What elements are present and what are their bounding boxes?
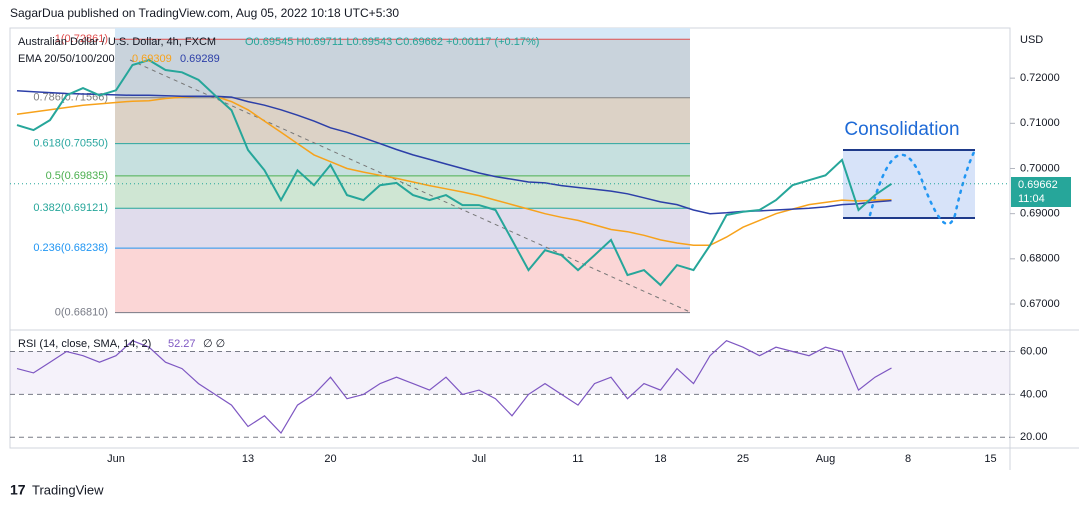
x-tick-label: Jun	[107, 453, 125, 465]
ema-value: 0.69309	[132, 53, 172, 65]
legend: Australian Dollar / U.S. Dollar, 4h, FXC…	[18, 36, 539, 350]
forecast-path	[868, 148, 977, 226]
fib-zone	[115, 143, 690, 176]
ema-label: EMA 20/50/100/200	[18, 53, 115, 65]
y-tick-label: 0.71000	[1020, 117, 1060, 129]
price-tag	[1011, 177, 1071, 207]
trend-line	[129, 59, 691, 313]
published-line: SagarDua published on TradingView.com, A…	[10, 6, 399, 20]
plot: 0.72000 0.71000 0.70000 0.69000 0.68000 0.670…	[10, 59, 1060, 465]
rsi-title: RSI (14, close, SMA, 14, 2)	[18, 338, 151, 350]
fib-top-zone	[115, 28, 690, 40]
consolidation-box	[843, 150, 975, 218]
y-tick-label: 0.68000	[1020, 253, 1060, 265]
fib-label: 1(0.72861)	[55, 33, 108, 45]
y-tick-label: 20.00	[1020, 431, 1048, 443]
fib-zone	[115, 97, 690, 144]
y-tick-label: 0.70000	[1020, 162, 1060, 174]
y-tick-label: 60.00	[1020, 345, 1048, 357]
rsi-value: 52.27	[168, 338, 196, 350]
fib-label: 0.236(0.68238)	[33, 242, 108, 254]
x-tick-label: Jul	[472, 453, 486, 465]
y-axis-label: USD	[1020, 34, 1043, 46]
x-tick-label: 13	[242, 453, 254, 465]
footer: 17 TradingView	[10, 482, 104, 498]
price-tag-time: 11:04	[1018, 193, 1045, 205]
y-tick-label: 0.67000	[1020, 298, 1060, 310]
x-tick-label: Aug	[816, 453, 836, 465]
y-tick-label: 0.69000	[1020, 208, 1060, 220]
y-tick-label: 40.00	[1020, 388, 1048, 400]
fib-label: 0.618(0.70550)	[33, 138, 108, 150]
ema-line	[16, 95, 892, 247]
rsi-band	[10, 351, 1010, 394]
symbol-title: Australian Dollar / U.S. Dollar, 4h, FXC…	[18, 36, 216, 48]
fib-label: 0.5(0.69835)	[46, 170, 108, 182]
fib-zone	[115, 39, 690, 98]
rsi-line	[16, 340, 892, 434]
ema-value: 0.69289	[180, 53, 220, 65]
fibonacci: 1(0.72861)0.786(0.71566)0.618(0.70550)0.…	[33, 28, 690, 318]
annotation: Consolidation	[844, 119, 959, 140]
ohlc: O0.69545 H0.69711 L0.69543 C0.69662 +0.0…	[245, 36, 539, 48]
rsi-subtitle: ∅ ∅	[203, 338, 225, 350]
fib-label: 0.382(0.69121)	[33, 202, 108, 214]
x-tick-label: 8	[905, 453, 911, 465]
x-tick-label: 25	[737, 453, 749, 465]
x-tick-label: 15	[984, 453, 996, 465]
fib-label: 0(0.66810)	[55, 306, 108, 318]
x-tick-label: 20	[324, 453, 336, 465]
y-tick-label: 0.72000	[1020, 72, 1060, 84]
x-tick-label: 11	[572, 453, 583, 465]
logo-mark: 17	[10, 482, 26, 498]
fib-zone	[115, 248, 690, 313]
footer-brand: TradingView	[32, 482, 104, 497]
fib-zone	[115, 208, 690, 249]
price-tag-value: 0.69662	[1018, 179, 1058, 191]
fib-zone	[115, 175, 690, 209]
x-tick-label: 18	[654, 453, 666, 465]
price-line	[16, 59, 893, 287]
